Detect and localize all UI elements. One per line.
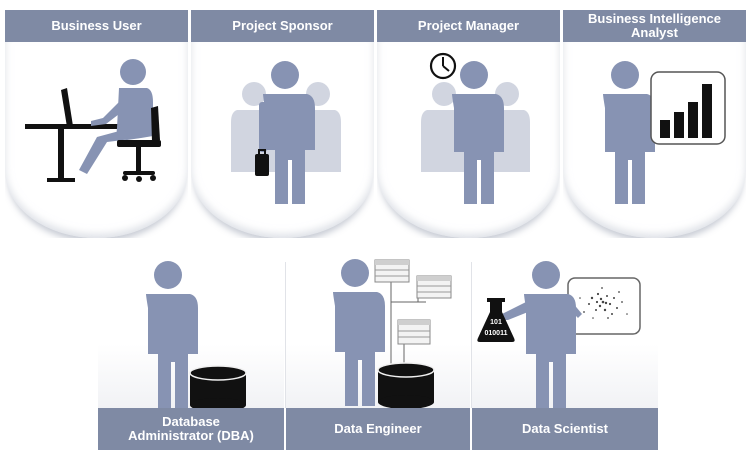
person-icon bbox=[79, 59, 153, 174]
person-icon bbox=[333, 259, 385, 406]
project-manager-illustration bbox=[421, 52, 530, 204]
divider bbox=[471, 262, 472, 408]
database-icon bbox=[377, 362, 435, 409]
label-business-user: Business User bbox=[5, 10, 188, 42]
bi-analyst-illustration bbox=[603, 61, 726, 204]
label-data-engineer: Data Engineer bbox=[286, 408, 470, 450]
project-sponsor-illustration bbox=[231, 61, 341, 204]
dba-illustration bbox=[146, 261, 247, 412]
person-icon bbox=[259, 61, 315, 204]
person-icon bbox=[500, 261, 582, 408]
label-data-scientist: Data Scientist bbox=[472, 408, 658, 450]
flask-text-line1: 101 bbox=[490, 319, 502, 326]
bar-chart-icon bbox=[650, 71, 726, 145]
person-icon bbox=[452, 61, 504, 204]
data-scientist-illustration: 101 010011 bbox=[477, 261, 641, 408]
chair-icon bbox=[117, 106, 161, 182]
scatter-plot-icon bbox=[567, 277, 641, 335]
clock-icon bbox=[429, 52, 457, 80]
label-project-manager: Project Manager bbox=[377, 10, 560, 42]
server-table-icon bbox=[374, 259, 452, 345]
label-dba: Database Administrator (DBA) bbox=[98, 408, 284, 450]
desk-icon bbox=[25, 88, 120, 182]
flask-text-line2: 010011 bbox=[485, 330, 508, 337]
person-icon bbox=[146, 261, 198, 408]
label-bi-analyst: Business Intelligence Analyst bbox=[563, 10, 746, 42]
label-project-sponsor: Project Sponsor bbox=[191, 10, 374, 42]
flask-icon: 101 010011 bbox=[477, 298, 515, 342]
business-user-illustration bbox=[25, 59, 161, 182]
data-engineer-illustration bbox=[333, 259, 452, 409]
briefcase-icon bbox=[255, 149, 269, 176]
database-icon bbox=[189, 365, 247, 412]
divider bbox=[285, 262, 286, 408]
